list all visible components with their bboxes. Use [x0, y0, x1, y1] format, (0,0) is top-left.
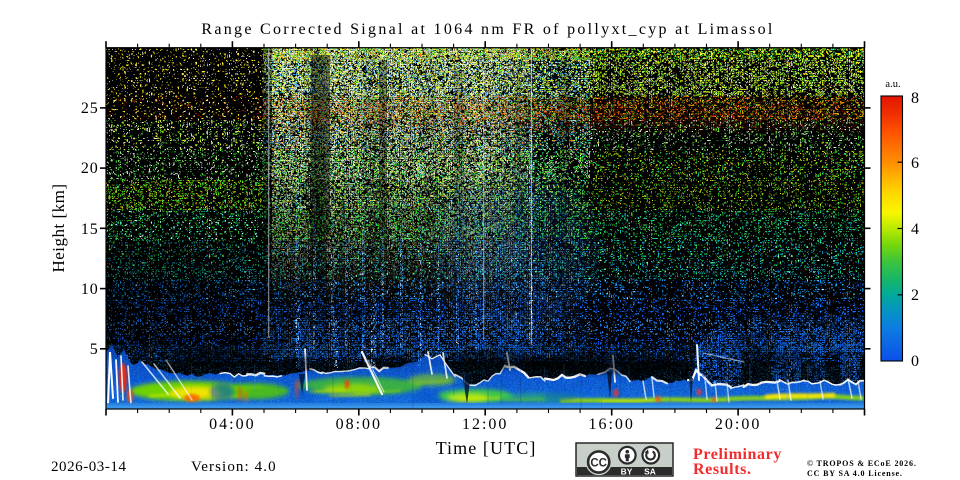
- svg-text:SA: SA: [644, 467, 656, 477]
- svg-text:BY: BY: [621, 467, 633, 477]
- svg-text:CC: CC: [590, 458, 607, 470]
